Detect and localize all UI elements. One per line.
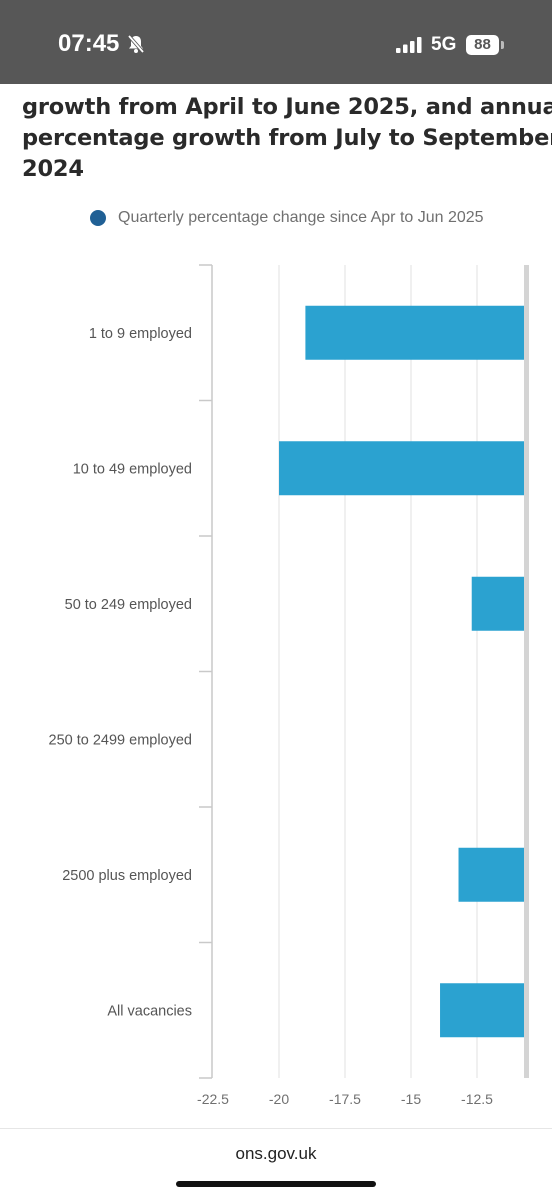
home-indicator[interactable] [176,1181,376,1187]
footer-divider [0,1128,552,1129]
x-tick-label: -22.5 [197,1091,229,1107]
category-label: All vacancies [107,1003,192,1019]
value-axis-line [524,265,529,1078]
category-label: 1 to 9 employed [89,326,192,342]
x-tick-label: -17.5 [329,1091,361,1107]
chart-title-line: percentage growth from July to September [22,125,552,151]
status-time: 07:45 [58,30,120,57]
category-label: 10 to 49 employed [73,461,192,477]
x-tick-label: -12.5 [461,1091,493,1107]
category-label: 250 to 2499 employed [49,732,193,748]
legend-label: Quarterly percentage change since Apr to… [118,209,484,226]
chart-title-line: 2024 [22,156,84,182]
network-type: 5G [431,34,457,55]
battery-tip [501,41,504,49]
bar [471,576,524,631]
bar [458,847,524,902]
footer-url[interactable]: ons.gov.uk [235,1144,317,1163]
bar [279,441,524,496]
x-tick-label: -20 [269,1091,289,1107]
category-label: 2500 plus employed [62,868,192,884]
bar-chart: -22.5 -20 -17.5 -15 -12.5 1 to 9 employed 10 t… [49,264,529,1107]
cellular-signal-icon [396,37,423,58]
category-label: 50 to 249 employed [65,597,192,613]
chart-title: growth from April to June 2025, and annu… [22,92,552,185]
bar [305,305,524,360]
battery-icon: 88 [466,35,499,55]
bell-muted-icon [126,34,146,59]
x-tick-label: -15 [401,1091,421,1107]
legend-marker [90,210,106,226]
status-bar: 07:45 5G 88 [0,0,552,84]
chart-title-line: growth from April to June 2025, and annu… [22,94,552,120]
bar [440,983,524,1038]
